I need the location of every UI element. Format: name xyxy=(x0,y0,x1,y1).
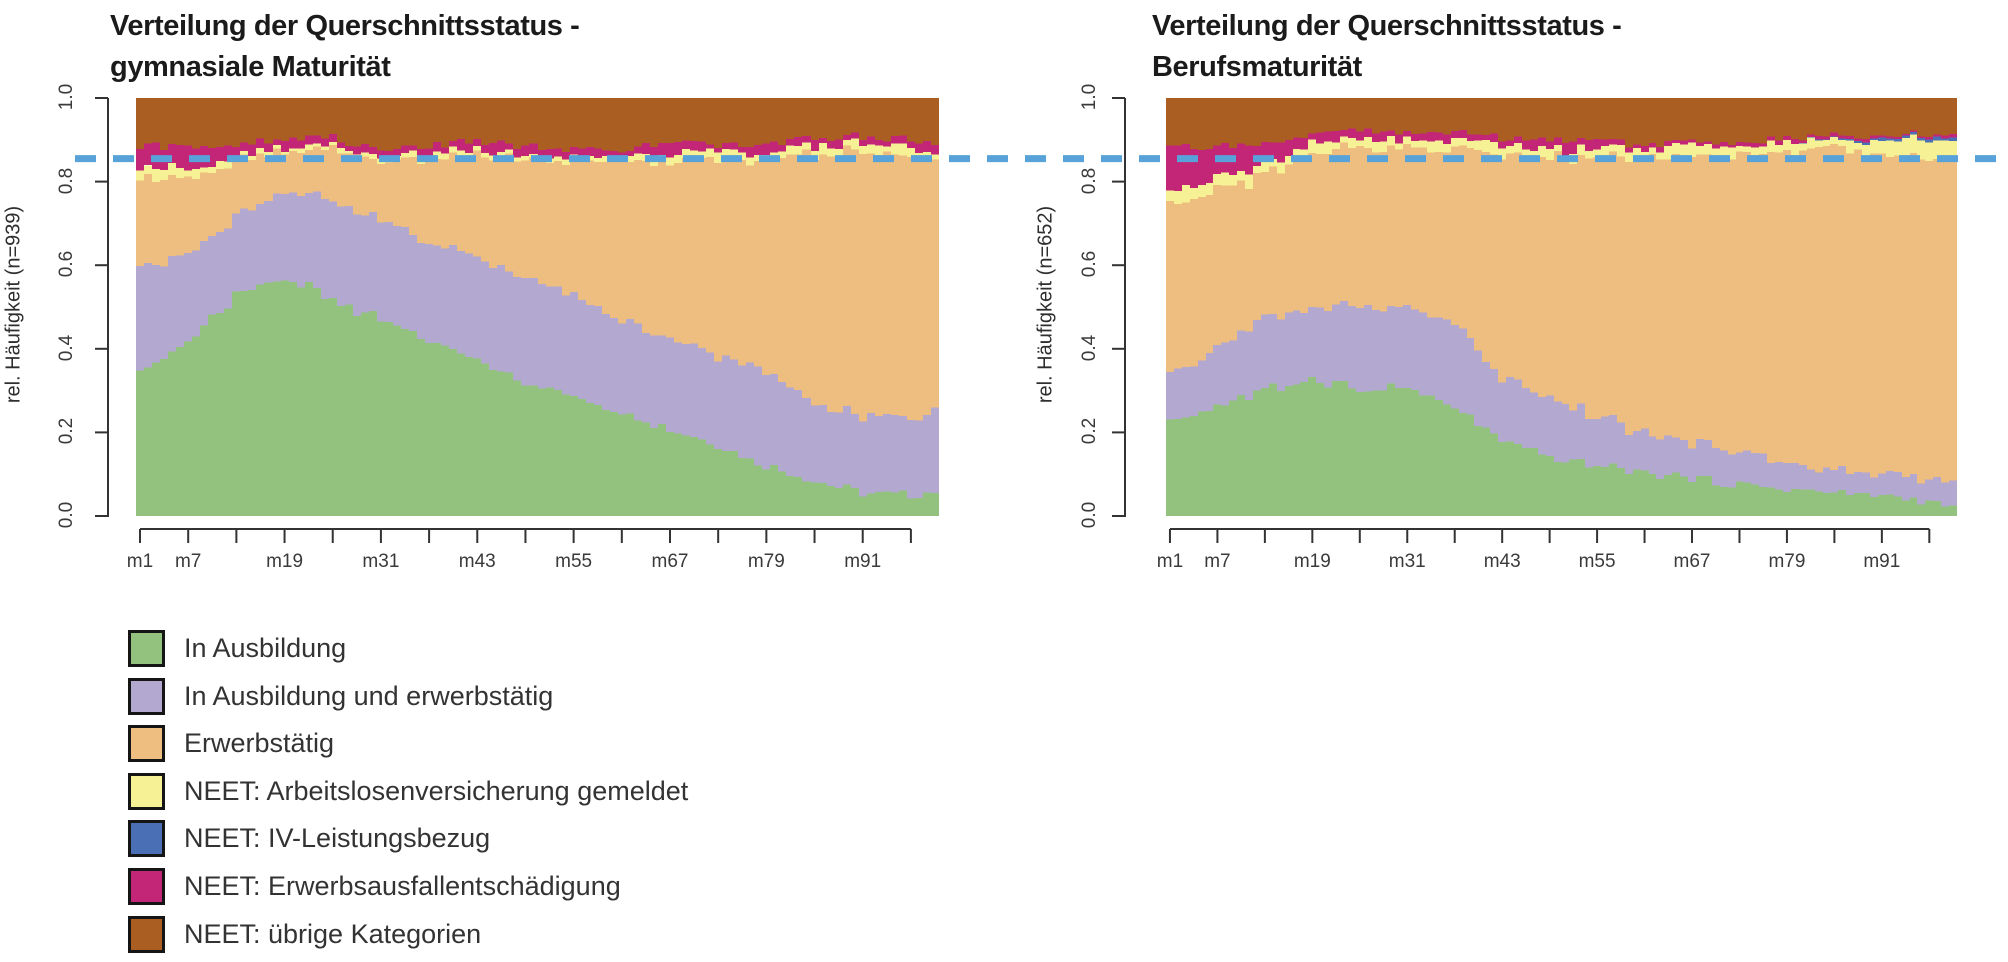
legend-item-label: NEET: Arbeitslosenversicherung gemeldet xyxy=(184,775,689,806)
y-axis-right xyxy=(1112,97,1126,517)
y-tick-label-left: 0.8 xyxy=(56,167,77,194)
legend-item-label: In Ausbildung und erwerbstätig xyxy=(184,680,554,711)
legend-swatch-icon xyxy=(128,772,165,810)
legend-swatch-icon xyxy=(128,630,165,667)
legend-item: NEET: übrige Kategorien xyxy=(128,915,482,953)
x-tick-label-left: m67 xyxy=(651,551,689,572)
y-tick-label-right: 1.0 xyxy=(1079,83,1100,111)
y-tick-label-left: 1.0 xyxy=(56,83,77,111)
y-axis-left xyxy=(95,97,109,517)
y-tick-label-right: 0.4 xyxy=(1079,334,1100,362)
x-tick-label-right: m31 xyxy=(1388,551,1426,572)
y-tick-label-right: 0.0 xyxy=(1079,501,1100,529)
stacked-bars-right xyxy=(1166,98,1957,516)
legend-swatch-icon xyxy=(128,915,165,953)
left-chart-title-line1: Verteilung der Querschnittsstatus - xyxy=(110,10,580,42)
legend-swatch-icon xyxy=(128,725,165,763)
y-tick-label-right: 0.6 xyxy=(1079,250,1100,278)
x-tick-label-right: m67 xyxy=(1673,551,1711,572)
x-tick-label-right: m19 xyxy=(1293,551,1331,572)
right-y-axis-label: rel. Häufigkeit (n=652) xyxy=(1034,205,1057,404)
stacked-bars-left xyxy=(136,98,939,516)
right-chart-title-line1: Verteilung der Querschnittsstatus - xyxy=(1152,10,1622,42)
y-tick-label-left: 0.0 xyxy=(56,501,77,529)
left-chart-title: Verteilung der Querschnittsstatus - gymn… xyxy=(110,6,580,88)
x-tick-label-left: m55 xyxy=(555,551,593,572)
x-tick-label-right: m79 xyxy=(1768,551,1806,572)
legend-swatch-icon xyxy=(128,868,165,905)
y-tick-label-right: 0.8 xyxy=(1079,167,1100,194)
x-tick-label-right: m55 xyxy=(1578,551,1616,572)
x-tick-label-right: m91 xyxy=(1863,551,1901,572)
legend-item: NEET: Arbeitslosenversicherung gemeldet xyxy=(128,772,689,810)
y-tick-label-left: 0.2 xyxy=(56,418,77,445)
y-tick-label-right: 0.2 xyxy=(1079,418,1100,445)
y-tick-label-left: 0.6 xyxy=(56,250,77,278)
legend-item: NEET: IV-Leistungsbezug xyxy=(128,820,491,858)
x-tick-label-left: m7 xyxy=(174,551,202,572)
x-tick-label-left: m1 xyxy=(126,551,154,572)
x-tick-label-left: m91 xyxy=(844,551,882,572)
x-tick-label-left: m79 xyxy=(747,551,785,572)
x-tick-label-left: m43 xyxy=(458,551,496,572)
legend-item: Erwerbstätig xyxy=(128,725,335,763)
right-chart-title-line2: Berufsmaturität xyxy=(1152,51,1362,83)
right-chart-title: Verteilung der Querschnittsstatus - Beru… xyxy=(1152,6,1622,88)
left-chart-title-line2: gymnasiale Maturität xyxy=(110,51,391,83)
x-tick-label-right: m43 xyxy=(1483,551,1521,572)
legend-item: In Ausbildung und erwerbstätig xyxy=(128,677,554,715)
legend-item-label: NEET: Erwerbsausfallentschädigung xyxy=(184,871,621,901)
legend-item-label: NEET: übrige Kategorien xyxy=(184,918,482,949)
x-axis-right xyxy=(1168,528,1931,543)
x-tick-label-left: m19 xyxy=(266,551,304,572)
x-axis-left xyxy=(139,528,912,543)
legend-item-label: NEET: IV-Leistungsbezug xyxy=(184,823,491,854)
legend-item-label: In Ausbildung xyxy=(184,633,347,663)
left-y-axis-label: rel. Häufigkeit (n=939) xyxy=(2,205,25,404)
x-tick-label-left: m31 xyxy=(362,551,400,572)
x-tick-label-right: m7 xyxy=(1204,551,1231,572)
legend-item-label: Erwerbstätig xyxy=(184,728,335,759)
legend-item: In Ausbildung xyxy=(128,630,346,667)
legend-item: NEET: Erwerbsausfallentschädigung xyxy=(128,868,621,905)
y-tick-label-left: 0.4 xyxy=(56,334,77,362)
x-tick-label-right: m1 xyxy=(1156,551,1184,572)
legend-swatch-icon xyxy=(128,820,165,858)
legend-swatch-icon xyxy=(128,677,165,715)
